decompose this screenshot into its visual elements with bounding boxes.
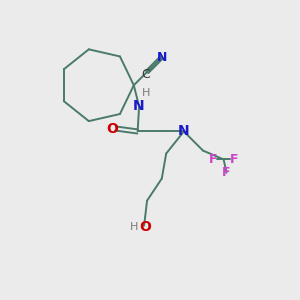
Text: F: F	[230, 153, 239, 166]
Text: F: F	[208, 153, 217, 166]
Text: C: C	[141, 68, 150, 81]
Text: N: N	[133, 99, 144, 113]
Text: H: H	[142, 88, 150, 98]
Text: F: F	[222, 166, 231, 179]
Text: N: N	[178, 124, 190, 138]
Text: O: O	[140, 220, 152, 234]
Text: H: H	[130, 222, 138, 232]
Text: N: N	[157, 51, 167, 64]
Text: O: O	[107, 122, 118, 136]
